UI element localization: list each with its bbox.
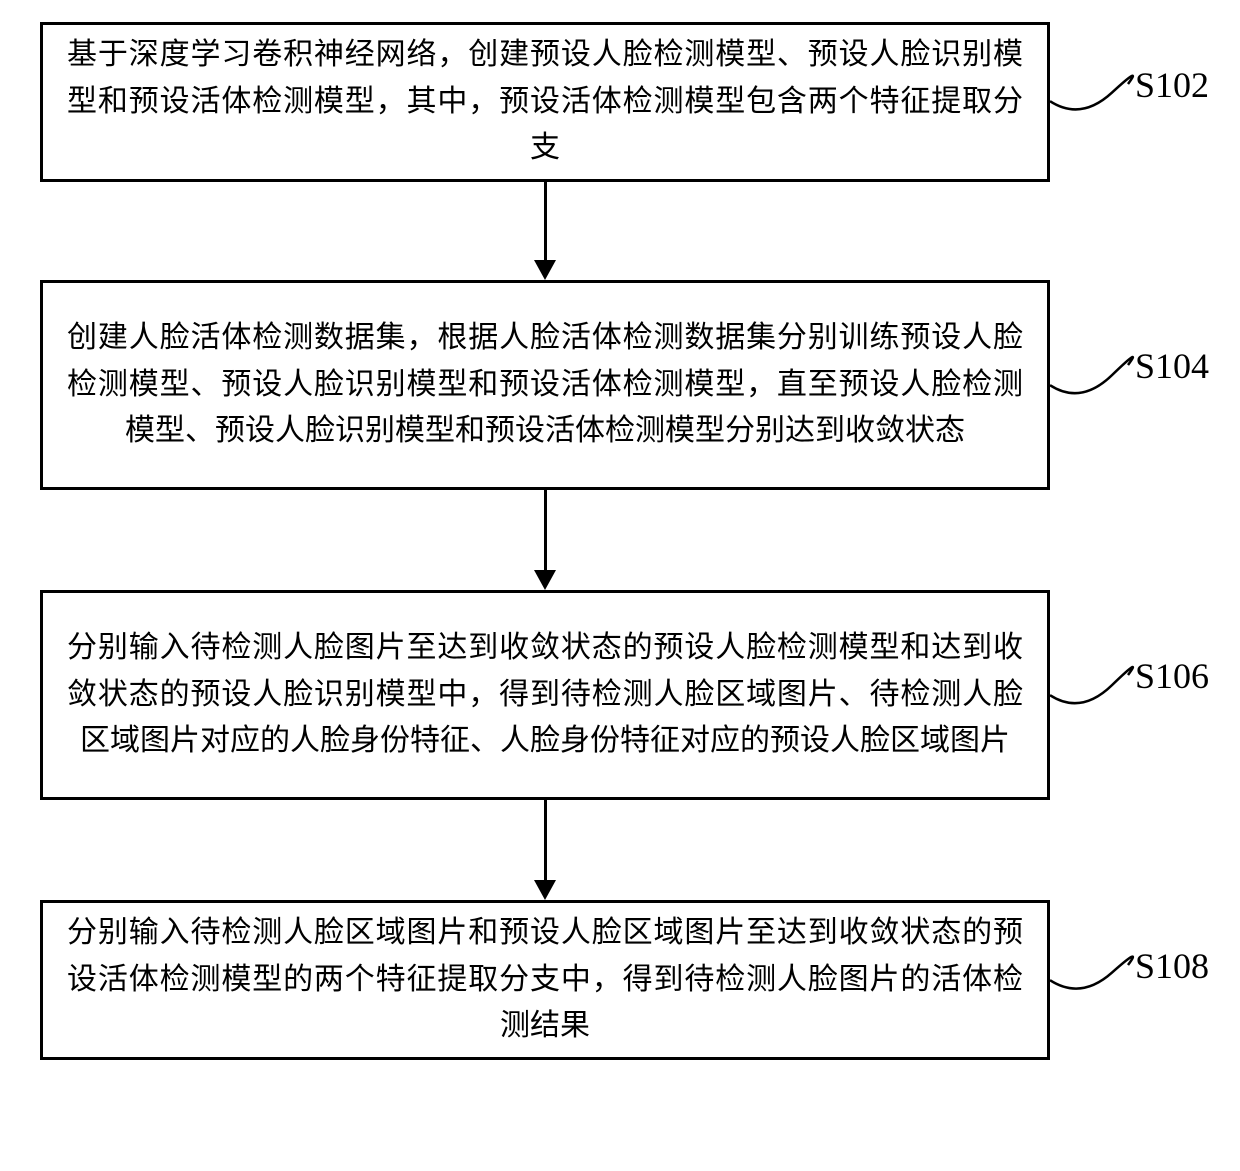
step-label-s104: S104: [1135, 345, 1209, 387]
leader-line-s102: [1050, 54, 1138, 131]
flow-node-s108: 分别输入待检测人脸区域图片和预设人脸区域图片至达到收敛状态的预设活体检测模型的两…: [40, 900, 1050, 1060]
arrow-s104-to-s106: [544, 490, 547, 570]
arrow-head-icon: [534, 260, 556, 280]
flow-node-text: 基于深度学习卷积神经网络，创建预设人脸检测模型、预设人脸识别模型和预设活体检测模…: [67, 32, 1023, 172]
step-label-s106: S106: [1135, 655, 1209, 697]
leader-line-s104: [1050, 335, 1138, 415]
step-label-s108: S108: [1135, 945, 1209, 987]
flowchart-canvas: 基于深度学习卷积神经网络，创建预设人脸检测模型、预设人脸识别模型和预设活体检测模…: [0, 0, 1240, 1171]
step-label-s102: S102: [1135, 64, 1209, 106]
arrow-head-icon: [534, 570, 556, 590]
arrow-s106-to-s108: [544, 800, 547, 880]
flow-node-s106: 分别输入待检测人脸图片至达到收敛状态的预设人脸检测模型和达到收敛状态的预设人脸识…: [40, 590, 1050, 800]
arrow-head-icon: [534, 880, 556, 900]
leader-line-s106: [1050, 645, 1138, 725]
flow-node-text: 分别输入待检测人脸图片至达到收敛状态的预设人脸检测模型和达到收敛状态的预设人脸识…: [67, 625, 1023, 765]
flow-node-s102: 基于深度学习卷积神经网络，创建预设人脸检测模型、预设人脸识别模型和预设活体检测模…: [40, 22, 1050, 182]
flow-node-text: 分别输入待检测人脸区域图片和预设人脸区域图片至达到收敛状态的预设活体检测模型的两…: [67, 910, 1023, 1050]
leader-line-s108: [1050, 935, 1138, 1010]
arrow-s102-to-s104: [544, 182, 547, 260]
flow-node-text: 创建人脸活体检测数据集，根据人脸活体检测数据集分别训练预设人脸检测模型、预设人脸…: [67, 315, 1023, 455]
flow-node-s104: 创建人脸活体检测数据集，根据人脸活体检测数据集分别训练预设人脸检测模型、预设人脸…: [40, 280, 1050, 490]
